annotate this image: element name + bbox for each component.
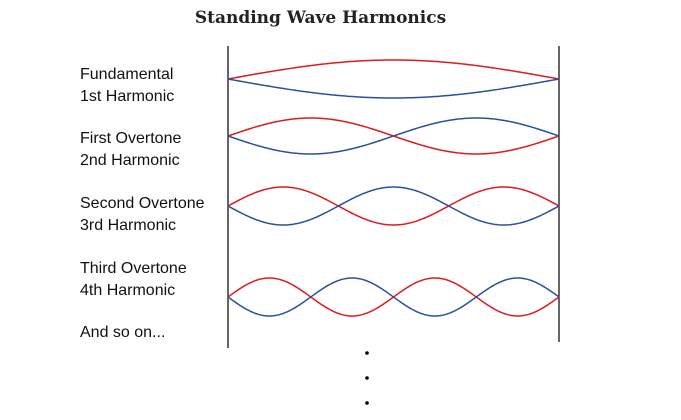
label-harmonic-3-line1: Second Overtone [80,195,205,212]
wave-3-blue [227,186,560,226]
label-harmonic-2-line2: 2nd Harmonic [80,152,180,169]
label-harmonic-4-line1: Third Overtone [80,260,187,277]
wave-2-blue [227,117,560,155]
label-harmonic-1-line1: Fundamental [80,66,174,83]
wave-4-blue [227,277,560,317]
ellipsis-dot-1 [365,351,369,355]
wave-group [227,59,560,317]
wave-3-red [227,186,560,226]
wave-1-red [227,59,560,80]
label-harmonic-3-line2: 3rd Harmonic [80,217,177,234]
label-harmonic-4-line2: 4th Harmonic [80,282,176,299]
footer-label: And so on... [80,324,166,341]
label-harmonic-1: Fundamental 1st Harmonic [80,64,225,108]
label-harmonic-1-line2: 1st Harmonic [80,88,175,105]
ellipsis-dot-3 [365,401,369,405]
wave-1-blue [227,78,560,99]
ellipsis-dot-2 [365,376,369,380]
label-harmonic-2-line1: First Overtone [80,130,182,147]
label-harmonic-3: Second Overtone 3rd Harmonic [80,193,225,237]
label-harmonic-4: Third Overtone 4th Harmonic [80,258,225,302]
diagram-title: Standing Wave Harmonics [194,8,447,28]
label-harmonic-2: First Overtone 2nd Harmonic [80,128,225,172]
